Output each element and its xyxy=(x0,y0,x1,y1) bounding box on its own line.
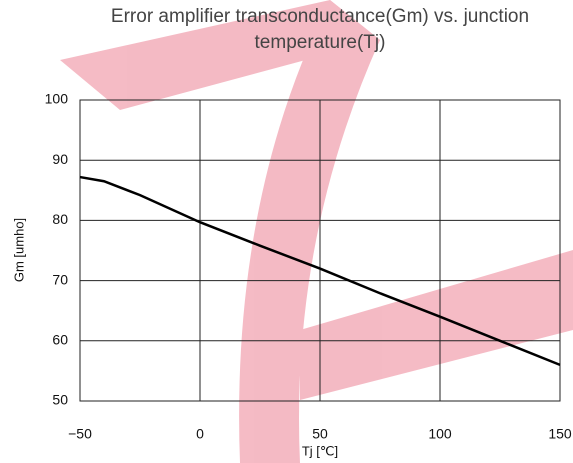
y-tick-label: 60 xyxy=(52,332,68,348)
x-tick-label: 0 xyxy=(196,426,204,442)
x-axis-label: Tj [℃] xyxy=(302,443,338,458)
chart-title: Error amplifier transconductance(Gm) vs.… xyxy=(110,6,530,53)
data-line xyxy=(79,175,561,367)
y-tick-label: 70 xyxy=(52,271,68,287)
x-tick-label: 50 xyxy=(312,426,328,442)
y-tick-label: 90 xyxy=(52,151,68,167)
x-tick-label: −50 xyxy=(68,426,92,442)
y-tick-label: 80 xyxy=(52,211,68,227)
y-axis-label: Gm [umho] xyxy=(11,218,26,282)
y-tick-label: 50 xyxy=(52,392,68,408)
watermark xyxy=(60,0,573,463)
x-tick-label: 150 xyxy=(548,426,572,442)
x-tick-label: 100 xyxy=(428,426,452,442)
y-tick-label: 100 xyxy=(45,91,69,107)
